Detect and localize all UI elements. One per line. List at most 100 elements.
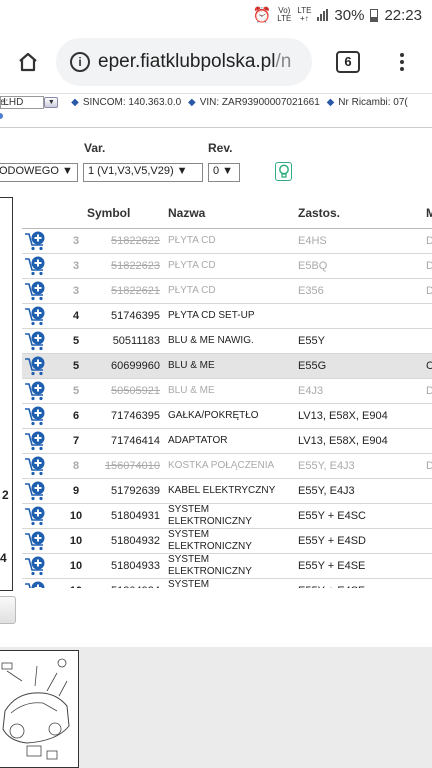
symbol-cell[interactable]: 71746395	[111, 410, 160, 422]
address-bar[interactable]: i eper.fiatklubpolska.pl/n	[56, 37, 312, 86]
home-icon	[19, 52, 37, 71]
table-row[interactable]: 4 51746395 PŁYTA CD SET-UP	[22, 304, 432, 329]
scroll-dot	[0, 113, 3, 119]
symbol-cell[interactable]: 156074010	[104, 460, 160, 472]
variant-cell: 9	[72, 485, 80, 497]
revision-select[interactable]: 0 ▼	[208, 163, 240, 182]
add-to-cart-icon[interactable]	[24, 380, 48, 402]
symbol-cell[interactable]: 50511183	[112, 335, 160, 347]
table-row[interactable]: 10 51804932 SYSTEM ELEKTRONICZNY E55Y + E4S…	[22, 529, 432, 554]
add-to-cart-icon[interactable]	[24, 230, 48, 252]
drive-label: e:	[0, 97, 9, 108]
symbol-cell[interactable]: 60699960	[111, 360, 160, 372]
symbol-cell[interactable]: 51804931	[111, 510, 160, 522]
nazwa-cell: SYSTEM ELEKTRONICZNY	[168, 504, 252, 527]
chevron-down-icon[interactable]: ▼	[44, 96, 59, 108]
add-to-cart-icon[interactable]	[24, 355, 48, 377]
add-to-cart-icon[interactable]	[24, 530, 48, 552]
symbol-cell[interactable]: 51822622	[111, 235, 160, 247]
table-row[interactable]: 10 51804934 SYSTEM ELEKTRONICZNY E55Y + E4S…	[22, 579, 432, 588]
symbol-cell[interactable]: 51804932	[111, 535, 160, 547]
table-row[interactable]: 5 50505921 BLU & ME E4J3 D	[22, 379, 432, 404]
status-bar: ⏰ Vo) LTE LTE +↑ 30% 22:23	[0, 0, 432, 30]
table-row[interactable]: 3 51822621 PŁYTA CD E356 D	[22, 279, 432, 304]
drive-select[interactable]: LHD	[0, 96, 45, 109]
variant-cell: 8	[72, 460, 80, 472]
zastos-cell: E55G	[298, 360, 327, 372]
add-to-cart-icon[interactable]	[24, 330, 48, 352]
lte-indicator: LTE +↑	[297, 6, 312, 23]
add-to-cart-icon[interactable]	[24, 480, 48, 502]
symbol-cell[interactable]: 51822621	[111, 285, 160, 297]
page-button[interactable]	[0, 596, 16, 624]
symbol-cell[interactable]: 50505921	[111, 385, 160, 397]
nazwa-cell: PŁYTA CD	[168, 285, 216, 296]
symbol-cell[interactable]: 51746395	[111, 310, 160, 322]
add-to-cart-icon[interactable]	[24, 255, 48, 277]
nazwa-cell: BLU & ME	[168, 385, 215, 396]
hint-button[interactable]	[275, 162, 292, 181]
zastos-cell: E55Y, E4J3	[298, 460, 355, 472]
table-row[interactable]: 3 51822622 PŁYTA CD E4HS D	[22, 229, 432, 254]
add-to-cart-icon[interactable]	[24, 280, 48, 302]
variant-cell: 5	[72, 335, 80, 347]
variant-cell: 5	[72, 360, 80, 372]
browser-toolbar: i eper.fiatklubpolska.pl/n 6	[0, 30, 432, 94]
exploded-view-thumbnail[interactable]	[0, 650, 79, 768]
add-to-cart-icon[interactable]	[24, 430, 48, 452]
symbol-cell[interactable]: 51792639	[111, 485, 160, 497]
add-to-cart-icon[interactable]	[24, 580, 48, 588]
url-text: eper.fiatklubpolska.pl/n	[98, 50, 292, 72]
nazwa-cell: KABEL ELEKTRYCZNY	[168, 485, 276, 496]
signal-icon	[317, 9, 329, 21]
column-header-nazwa: Nazwa	[168, 206, 206, 220]
table-row[interactable]: 3 51822623 PŁYTA CD E5BQ D	[22, 254, 432, 279]
bullet-icon: ◆	[326, 97, 335, 108]
variant-cell: 3	[72, 235, 80, 247]
add-to-cart-icon[interactable]	[24, 505, 48, 527]
parts-table-header: Symbol Nazwa Zastos. M	[22, 202, 432, 228]
symbol-cell[interactable]: 51804934	[88, 585, 160, 588]
table-row[interactable]: 9 51792639 KABEL ELEKTRYCZNY E55Y, E4J3	[22, 479, 432, 504]
zastos-cell: E5BQ	[298, 260, 328, 272]
battery-icon	[370, 8, 379, 22]
more-vert-icon[interactable]	[382, 52, 422, 71]
table-row[interactable]: 8 156074010 KOSTKA POŁĄCZENIA E55Y, E4J3 D	[22, 454, 432, 479]
variant-select[interactable]: 1 (V1,V3,V5,V29) ▼	[83, 163, 203, 182]
table-row[interactable]: 10 51804933 SYSTEM ELEKTRONICZNY E55Y + E4S…	[22, 554, 432, 579]
nazwa-cell: PŁYTA CD SET-UP	[168, 310, 255, 321]
nazwa-cell: BLU & ME	[168, 360, 215, 371]
table-row[interactable]: 5 60699960 BLU & ME E55G C	[22, 354, 432, 379]
table-row[interactable]: 5 50511183 BLU & ME NAWIG. E55Y	[22, 329, 432, 354]
add-to-cart-icon[interactable]	[24, 405, 48, 427]
home-button[interactable]	[0, 30, 56, 94]
add-to-cart-icon[interactable]	[24, 455, 48, 477]
tab-switcher-button[interactable]: 6	[336, 50, 360, 73]
zastos-cell: E55Y + E4SF	[298, 585, 365, 588]
nazwa-cell: GAŁKA/POKRĘTŁO	[168, 410, 259, 421]
column-header-zastos: Zastos.	[298, 206, 341, 220]
zastos-cell: E55Y, E4J3	[298, 485, 355, 497]
symbol-cell[interactable]: 51822623	[111, 260, 160, 272]
zastos-cell: E55Y + E4SE	[298, 560, 366, 572]
table-row[interactable]: 7 71746414 ADAPTATOR LV13, E58X, E904	[22, 429, 432, 454]
divider	[0, 127, 432, 128]
symbol-cell[interactable]: 71746414	[111, 435, 160, 447]
m-cell: D	[426, 385, 432, 397]
column-header-symbol: Symbol	[87, 206, 131, 220]
info-icon[interactable]: i	[70, 51, 90, 72]
zastos-cell: LV13, E58X, E904	[298, 435, 388, 447]
symbol-cell[interactable]: 51804933	[111, 560, 160, 572]
nazwa-cell: SYSTEM ELEKTRONICZNY	[168, 529, 252, 552]
zastos-cell: E356	[298, 285, 324, 297]
group-select[interactable]: ODOWEGO ▼	[0, 163, 78, 182]
m-cell: D	[426, 285, 432, 297]
add-to-cart-icon[interactable]	[24, 555, 48, 577]
zastos-cell: E55Y	[298, 335, 325, 347]
diagram-callout: 2	[2, 488, 9, 502]
m-cell: D	[426, 235, 432, 247]
variant-cell: 3	[72, 260, 80, 272]
table-row[interactable]: 10 51804931 SYSTEM ELEKTRONICZNY E55Y + E4S…	[22, 504, 432, 529]
table-row[interactable]: 6 71746395 GAŁKA/POKRĘTŁO LV13, E58X, E904	[22, 404, 432, 429]
add-to-cart-icon[interactable]	[24, 305, 48, 327]
